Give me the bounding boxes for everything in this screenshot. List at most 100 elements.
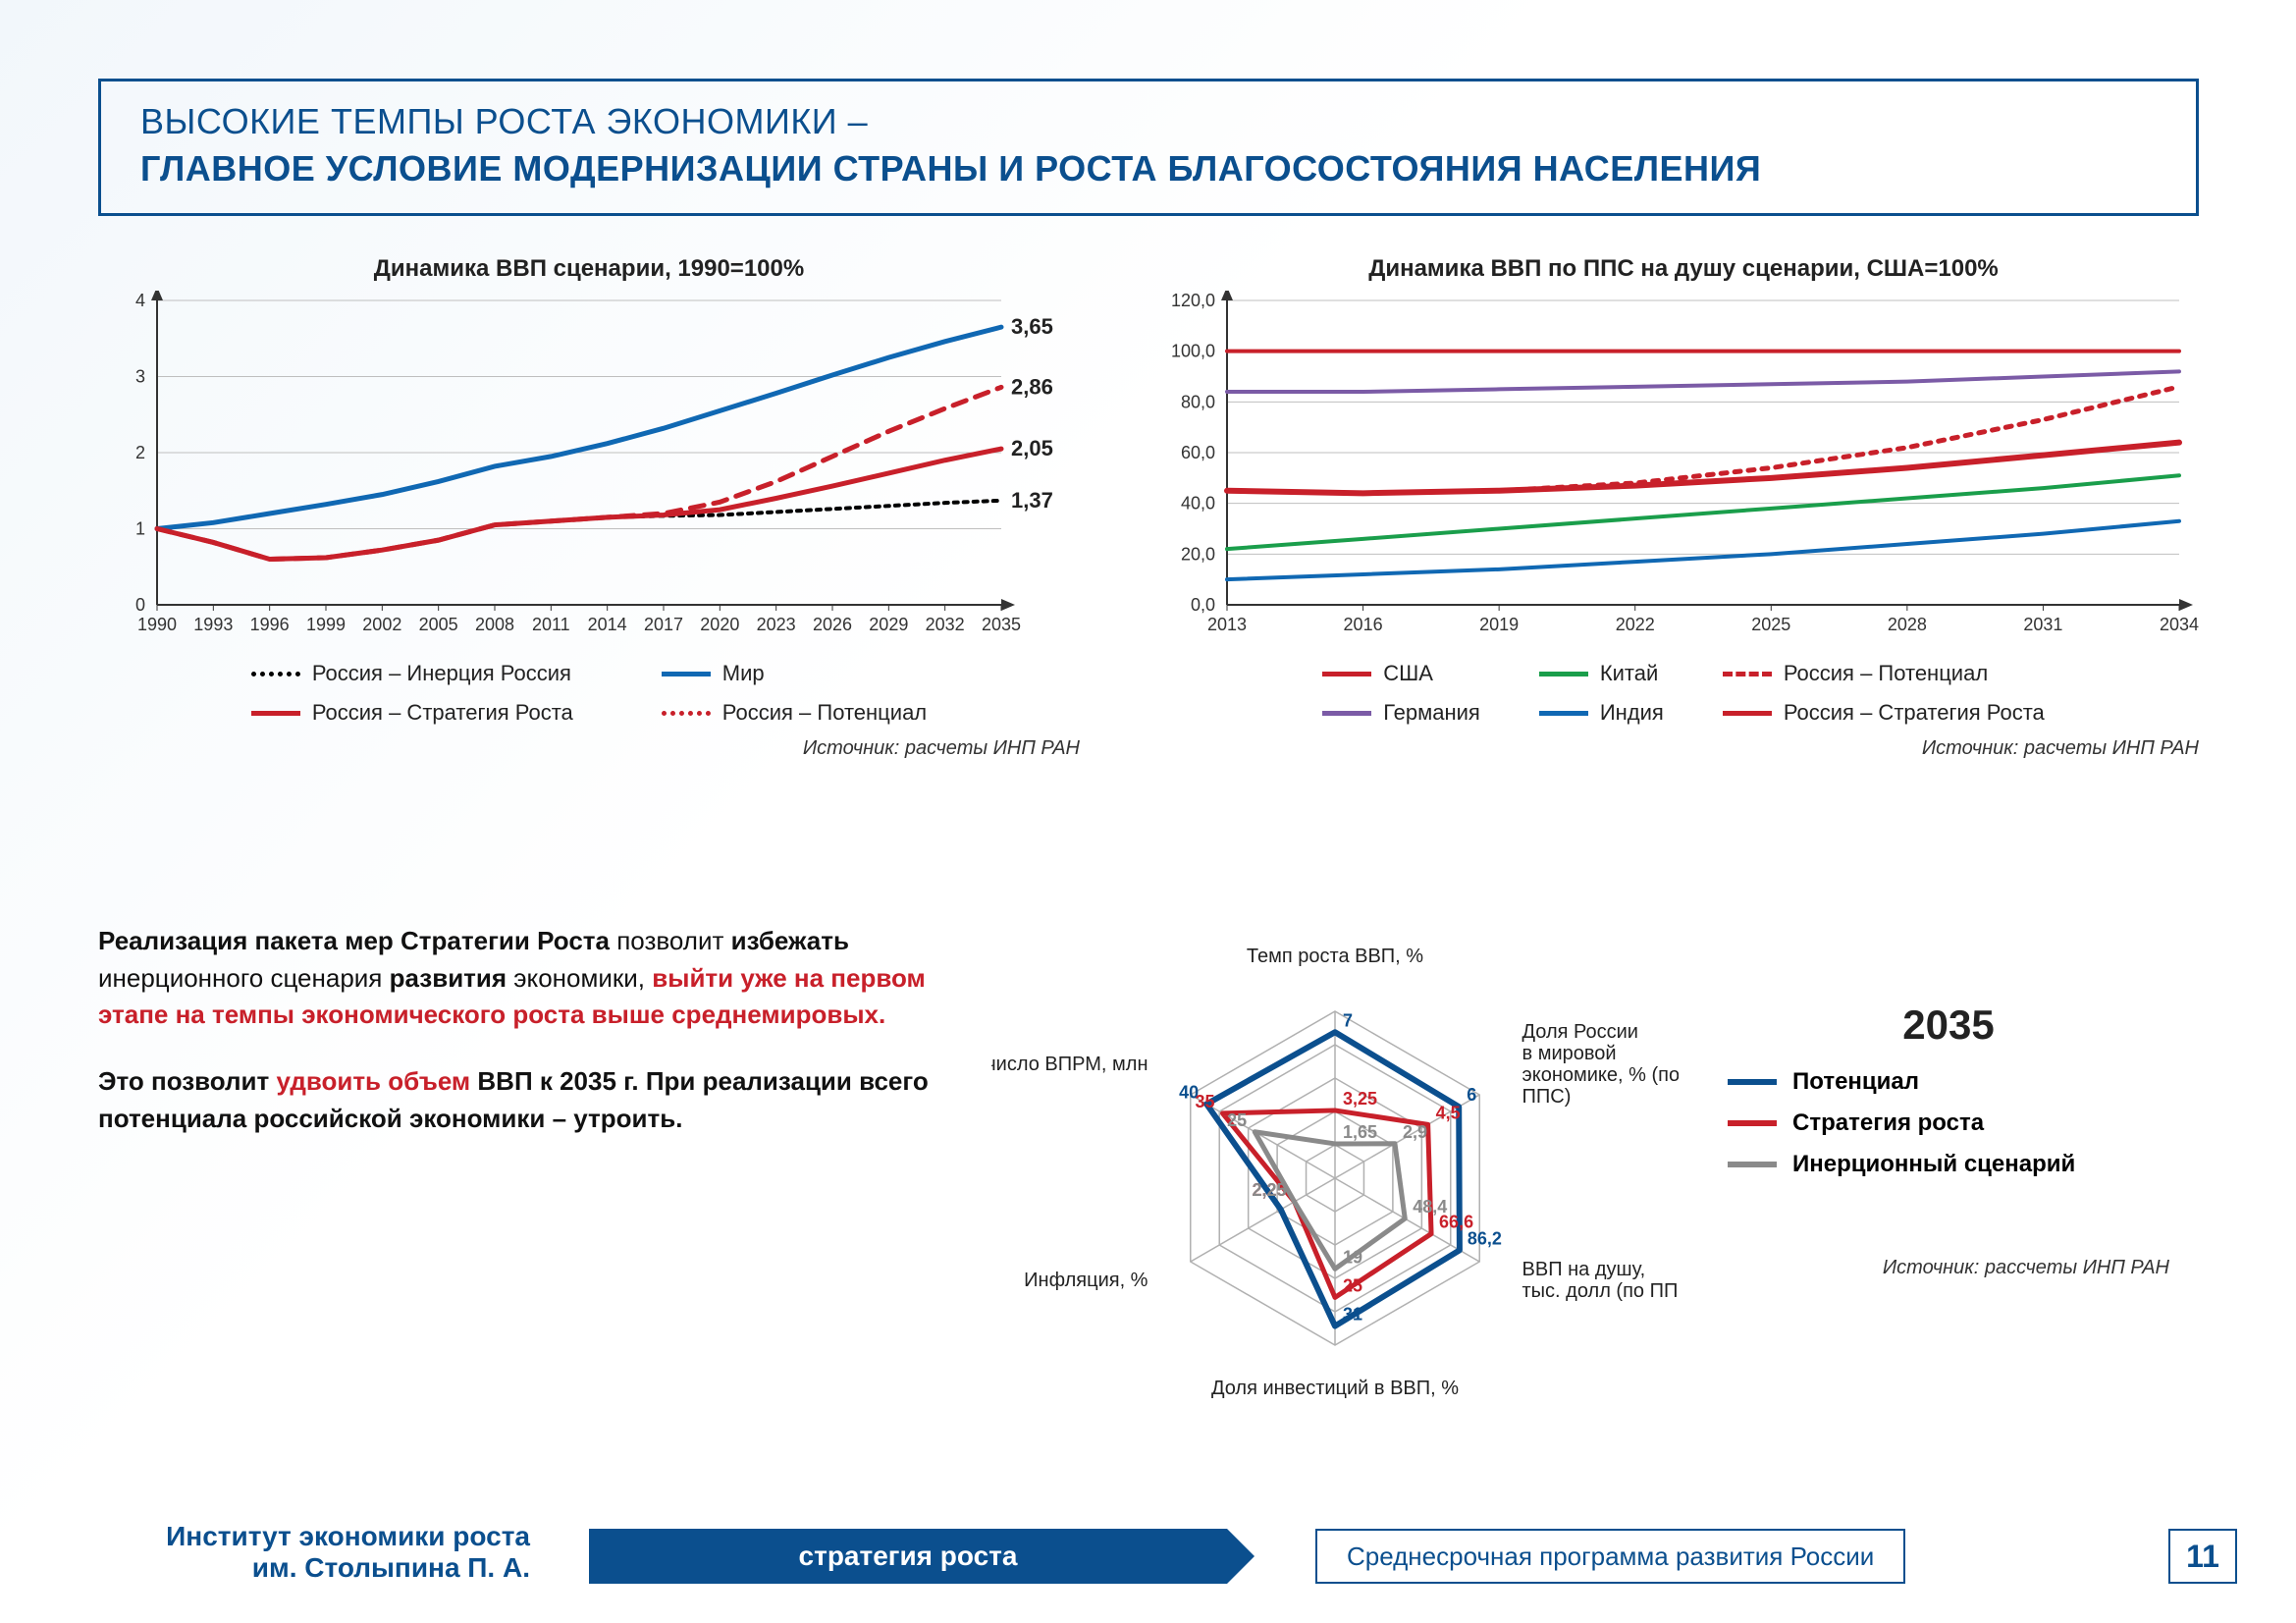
legend-item: Мир — [662, 661, 927, 686]
svg-text:ППС): ППС) — [1522, 1086, 1572, 1108]
radar-legend-item: Инерционный сценарий — [1728, 1151, 2169, 1178]
svg-text:4,5: 4,5 — [1436, 1103, 1461, 1122]
title-line-1: ВЫСОКИЕ ТЕМПЫ РОСТА ЭКОНОМИКИ – — [140, 101, 2157, 142]
legend-item: США — [1322, 661, 1480, 686]
svg-text:2032: 2032 — [926, 615, 965, 634]
legend-item: Россия – Потенциал — [662, 700, 927, 726]
svg-text:100,0: 100,0 — [1171, 342, 1215, 361]
svg-text:2029: 2029 — [869, 615, 908, 634]
chart2-legend: СШАКитайРоссия – ПотенциалГерманияИндияР… — [1168, 661, 2199, 726]
svg-text:2,9: 2,9 — [1403, 1122, 1427, 1142]
svg-text:Инфляция, %: Инфляция, % — [1024, 1270, 1148, 1291]
svg-text:1,65: 1,65 — [1343, 1122, 1377, 1142]
svg-text:1,37: 1,37 — [1011, 488, 1053, 513]
footer: Институт экономики роста им. Столыпина П… — [0, 1515, 2296, 1584]
svg-text:2014: 2014 — [588, 615, 627, 634]
svg-text:40,0: 40,0 — [1181, 494, 1215, 514]
svg-text:в мировой: в мировой — [1522, 1043, 1617, 1064]
svg-text:2028: 2028 — [1888, 615, 1927, 634]
svg-text:2,86: 2,86 — [1011, 374, 1053, 399]
legend-item: Россия – Стратегия Роста — [1723, 700, 2045, 726]
svg-text:2,05: 2,05 — [1011, 436, 1053, 460]
legend-item: Китай — [1539, 661, 1664, 686]
svg-text:2025: 2025 — [1751, 615, 1790, 634]
svg-text:2020: 2020 — [700, 615, 739, 634]
svg-text:1990: 1990 — [137, 615, 177, 634]
svg-text:1996: 1996 — [250, 615, 290, 634]
svg-text:2034: 2034 — [2160, 615, 2199, 634]
body-p1-f: экономики, — [507, 963, 652, 993]
svg-text:1: 1 — [135, 519, 145, 539]
body-p1-e: развития — [390, 963, 507, 993]
chart2-source: Источник: расчеты ИНП РАН — [1168, 737, 2199, 760]
body-p1-d: инерционного сценария — [98, 963, 390, 993]
svg-text:60,0: 60,0 — [1181, 443, 1215, 462]
radar-svg: Темп роста ВВП, % Доля Россиив мировойэко… — [991, 893, 1679, 1443]
svg-text:1993: 1993 — [193, 615, 233, 634]
svg-text:ВВП на душу,: ВВП на душу, — [1522, 1259, 1646, 1280]
chart1-title: Динамика ВВП сценарии, 1990=100% — [98, 255, 1080, 283]
svg-text:120,0: 120,0 — [1171, 291, 1215, 310]
radar-legend-item: Стратегия роста — [1728, 1109, 2169, 1137]
svg-text:48,4: 48,4 — [1413, 1197, 1447, 1217]
svg-text:3,65: 3,65 — [1011, 314, 1053, 339]
svg-text:2026: 2026 — [813, 615, 852, 634]
svg-text:2022: 2022 — [1616, 615, 1655, 634]
svg-text:1999: 1999 — [306, 615, 346, 634]
svg-text:0,0: 0,0 — [1191, 595, 1215, 615]
title-frame: ВЫСОКИЕ ТЕМПЫ РОСТА ЭКОНОМИКИ – ГЛАВНОЕ … — [98, 79, 2199, 216]
footer-institute-l2: им. Столыпина П. А. — [98, 1552, 530, 1584]
body-text: Реализация пакета мер Стратегии Роста по… — [98, 923, 952, 1137]
chart1-source: Источник: расчеты ИНП РАН — [98, 737, 1080, 760]
legend-item: Германия — [1322, 700, 1480, 726]
legend-item: Россия – Стратегия Роста — [251, 700, 573, 726]
body-p1-b: позволит — [616, 926, 730, 955]
page-number: 11 — [2168, 1529, 2237, 1584]
chart2-svg: 0,0 20,0 40,0 60,0 80,0 100,0 120,0 2013 2016 201… — [1168, 291, 2199, 644]
chart2-title: Динамика ВВП по ППС на душу сценарии, СШ… — [1168, 255, 2199, 283]
body-p1-c: избежать — [731, 926, 849, 955]
body-p2-a: Это позволит — [98, 1066, 277, 1096]
footer-institute: Институт экономики роста им. Столыпина П… — [98, 1521, 530, 1584]
svg-text:2035: 2035 — [982, 615, 1021, 634]
svg-text:6: 6 — [1467, 1085, 1476, 1105]
svg-text:19: 19 — [1343, 1247, 1362, 1267]
svg-text:2016: 2016 — [1344, 615, 1383, 634]
svg-text:3,25: 3,25 — [1343, 1089, 1377, 1109]
title-line-2: ГЛАВНОЕ УСЛОВИЕ МОДЕРНИЗАЦИИ СТРАНЫ И РО… — [140, 148, 2157, 189]
svg-text:0: 0 — [135, 595, 145, 615]
svg-text:2005: 2005 — [419, 615, 458, 634]
svg-text:35: 35 — [1195, 1092, 1214, 1111]
svg-text:25: 25 — [1227, 1110, 1247, 1130]
svg-text:20,0: 20,0 — [1181, 544, 1215, 564]
svg-text:25: 25 — [1343, 1275, 1362, 1295]
svg-text:2019: 2019 — [1479, 615, 1519, 634]
legend-item: Россия – Инерция Россия — [251, 661, 573, 686]
svg-text:число ВПРМ, млн: число ВПРМ, млн — [991, 1054, 1148, 1075]
svg-text:Темп роста ВВП, %: Темп роста ВВП, % — [1247, 946, 1423, 967]
svg-text:7: 7 — [1343, 1010, 1353, 1030]
chart1-svg: 0123419901993199619992002200520082011201… — [98, 291, 1080, 644]
svg-text:2002: 2002 — [362, 615, 401, 634]
svg-text:2017: 2017 — [644, 615, 683, 634]
footer-institute-l1: Институт экономики роста — [98, 1521, 530, 1552]
svg-text:3: 3 — [135, 367, 145, 387]
svg-text:2013: 2013 — [1207, 615, 1247, 634]
legend-item: Индия — [1539, 700, 1664, 726]
radar-legend-item: Потенциал — [1728, 1068, 2169, 1096]
body-p1-a: Реализация пакета мер Стратегии Роста — [98, 926, 616, 955]
svg-text:Доля инвестиций в ВВП, %: Доля инвестиций в ВВП, % — [1211, 1378, 1459, 1399]
svg-text:экономике, % (по: экономике, % (по — [1522, 1064, 1679, 1086]
radar-chart: Темп роста ВВП, % Доля Россиив мировойэко… — [991, 893, 1679, 1443]
svg-text:2011: 2011 — [532, 615, 570, 634]
footer-subtitle: Среднесрочная программа развития России — [1315, 1529, 1905, 1584]
footer-banner: стратегия роста — [589, 1529, 1227, 1584]
svg-text:80,0: 80,0 — [1181, 392, 1215, 411]
svg-text:2023: 2023 — [757, 615, 796, 634]
chart-gdp-dynamics: Динамика ВВП сценарии, 1990=100% 0123419… — [98, 255, 1080, 760]
svg-text:4: 4 — [135, 291, 145, 310]
radar-year: 2035 — [1728, 1001, 2169, 1049]
body-p2-b: удвоить объем — [277, 1066, 471, 1096]
svg-text:2031: 2031 — [2023, 615, 2062, 634]
svg-text:Доля России: Доля России — [1522, 1021, 1638, 1043]
